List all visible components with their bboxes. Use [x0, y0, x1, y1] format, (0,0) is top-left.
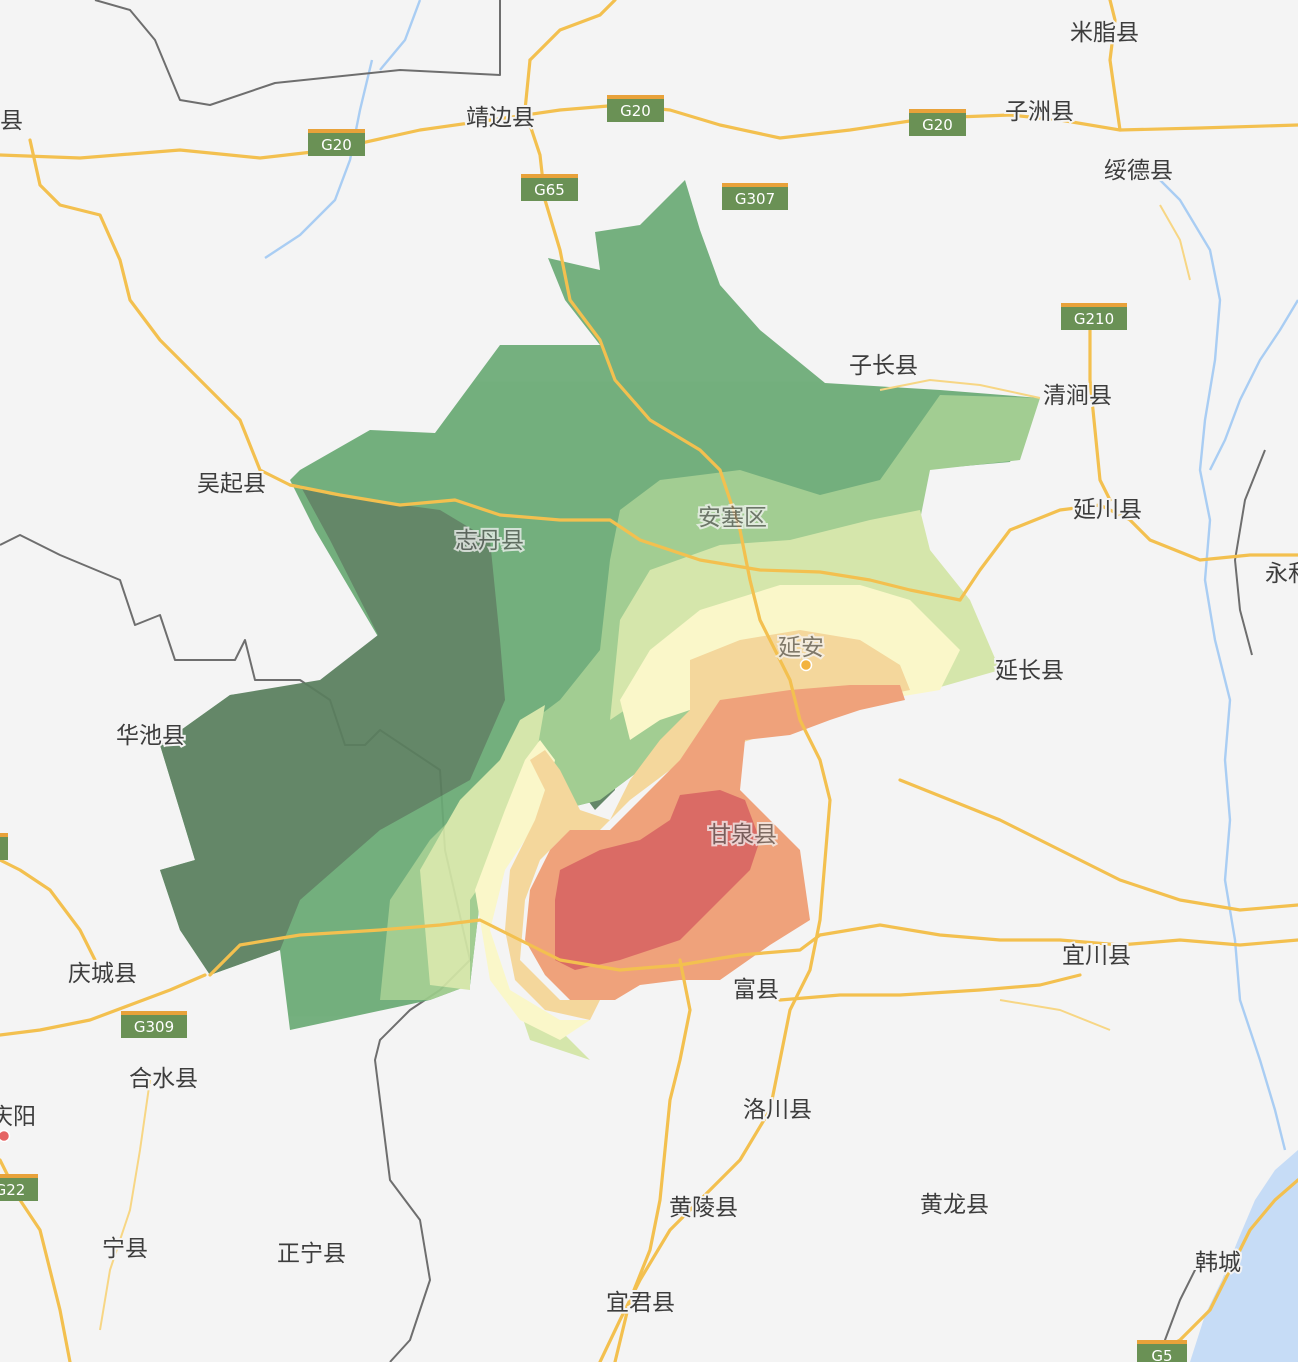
label-suide: 绥德县 [1104, 158, 1173, 184]
shield-g307: G307 [722, 183, 788, 210]
label-mizhi: 米脂县 [1070, 20, 1139, 46]
svg-text:G5: G5 [1151, 1347, 1172, 1362]
label-luochuan: 洛川县 [743, 1097, 812, 1123]
label-hancheng: 韩城 [1195, 1250, 1241, 1276]
shield-g20c: G20 [909, 109, 966, 136]
place-labels: 米脂县 靖边县 子洲县 绥德县 子长县 清涧县 吴起县 志丹县 安塞区 延川县 … [0, 18, 1298, 1318]
label-qingjian: 清涧县 [1043, 383, 1112, 409]
svg-text:G307: G307 [735, 190, 775, 208]
label-ningxian: 宁县 [102, 1236, 148, 1262]
label-yichuan: 宜川县 [1062, 943, 1131, 969]
label-huachi: 华池县 [116, 723, 185, 749]
label-jingbian: 靖边县 [466, 105, 535, 131]
label-zichang: 子长县 [849, 353, 918, 379]
label-dingbian: 县 [0, 108, 23, 134]
shield-g20b: G20 [607, 95, 664, 122]
heat-overlay [160, 180, 1040, 1060]
svg-text:G309: G309 [134, 1018, 174, 1036]
svg-text:G20: G20 [321, 136, 352, 154]
rivers [264, 0, 1298, 1151]
qingyang-city-marker[interactable] [0, 1129, 11, 1143]
shield-g5: G5 [1137, 1340, 1187, 1362]
heat-level-6 [505, 630, 910, 1020]
svg-text:G20: G20 [620, 102, 651, 120]
label-ansai: 安塞区 [698, 505, 767, 531]
label-yanan: 延安 [778, 635, 824, 661]
shield-g20a: G20 [308, 129, 365, 156]
svg-text:G22: G22 [0, 1181, 25, 1199]
label-qingyang: 庆阳 [0, 1104, 36, 1130]
svg-text:G20: G20 [922, 116, 953, 134]
shield-g210: G210 [1061, 303, 1127, 330]
label-yanchuan: 延川县 [1073, 497, 1142, 523]
label-huanglong: 黄龙县 [920, 1192, 989, 1218]
label-huangling: 黄陵县 [669, 1195, 738, 1221]
shield-g65: G65 [521, 174, 578, 201]
label-yongshe: 永和 [1265, 561, 1298, 587]
highway-shields: G20 G20 G20 G65 G307 G210 G309 G22 [0, 95, 1187, 1362]
label-qingcheng: 庆城县 [68, 961, 137, 987]
label-yijun: 宜君县 [606, 1290, 675, 1316]
shield-g22: G22 [0, 1174, 38, 1201]
yanan-city-marker[interactable] [799, 658, 813, 672]
label-yanchang: 延长县 [995, 658, 1064, 684]
heat-level-1 [160, 485, 505, 975]
shield-g309: G309 [121, 1011, 187, 1038]
label-ganquan: 甘泉县 [708, 822, 777, 848]
label-fuxian: 富县 [733, 977, 779, 1003]
label-zhidan: 志丹县 [455, 528, 524, 554]
label-zizhou: 子洲县 [1005, 99, 1074, 125]
label-heshui: 合水县 [129, 1066, 198, 1092]
label-wuqi: 吴起县 [197, 471, 266, 497]
label-zhengning: 正宁县 [277, 1241, 346, 1267]
svg-text:G65: G65 [534, 181, 565, 199]
heat-level-8 [555, 790, 760, 970]
svg-text:G210: G210 [1074, 310, 1114, 328]
shield-edge-left [0, 833, 8, 860]
